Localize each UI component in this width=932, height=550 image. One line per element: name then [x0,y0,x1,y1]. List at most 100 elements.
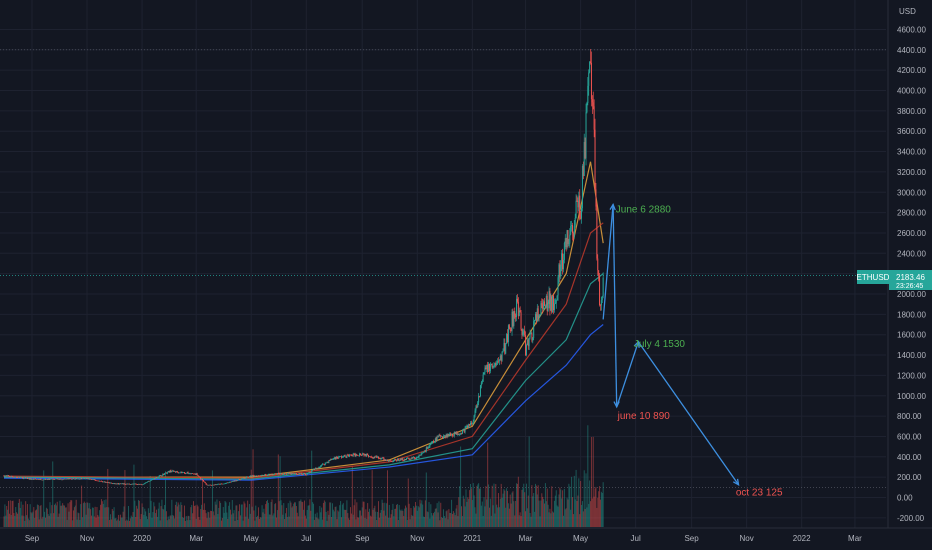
volume-bar [42,516,44,527]
volume-bar [151,517,153,527]
projection-annotation: June 6 2880 [616,205,671,216]
candle-body [497,360,499,364]
candle-body [440,435,442,437]
volume-bar [144,508,146,527]
candle-body [292,473,294,474]
volume-bar [486,499,488,527]
candle-body [329,460,331,461]
candle-body [207,484,209,486]
volume-bar [574,499,576,527]
volume-bar [518,515,520,527]
symbol-price-badge: ETHUSD 2183.46 23:26:45 [857,270,932,290]
volume-bar [283,503,285,527]
volume-bar [280,500,282,527]
candle-body [551,296,553,313]
candle-body [520,312,522,330]
candle-body [176,471,178,472]
volume-bar [186,520,188,527]
volume-bar [192,513,194,527]
volume-bar [414,502,416,527]
candle-body [267,474,269,476]
volume-bar [550,513,552,527]
volume-bar [263,508,265,527]
volume-bar [309,499,311,527]
volume-bar [72,520,74,527]
candle-body [184,473,186,474]
volume-bar [577,495,579,527]
candle-body [415,457,417,459]
volume-bar [460,506,462,527]
candle-body [75,478,77,480]
volume-bar [461,515,463,527]
volume-bar [123,506,125,527]
volume-bar [374,505,376,527]
candle-body [527,339,529,347]
volume-bar [482,515,484,527]
candle-body [46,479,48,480]
volume-bar [222,507,224,527]
volume-bar [221,518,223,527]
volume-bar [572,514,574,527]
candle-body [33,478,35,480]
candle-body [346,454,348,458]
volume-bars [3,425,604,527]
volume-bar [91,507,93,527]
candle-body [245,477,247,479]
candle-body [43,479,45,481]
volume-bar [454,515,456,527]
volume-bar [17,502,19,527]
volume-bar [198,516,200,527]
currency-label: USD [899,7,916,16]
candle-body [365,453,367,456]
volume-bar [20,501,22,527]
candle-body [350,454,352,456]
volume-bar [322,502,324,527]
candle-body [507,325,509,343]
volume-bar [539,516,541,527]
candle-body [123,483,125,485]
candle-body [318,467,320,469]
candle-body [125,484,127,485]
candle-body [586,103,588,113]
candle-body [358,455,360,457]
candle-body [563,242,565,260]
candle-body [526,339,528,346]
candle-body [181,472,183,473]
volume-bar [266,499,268,527]
candle-body [282,474,284,476]
candle-body [502,351,504,352]
candle-body [536,308,538,321]
volume-bar [270,502,272,527]
volume-bar [58,513,60,527]
volume-bar [386,503,388,527]
candle-body [119,483,121,485]
volume-bar [250,469,252,527]
volume-bar [195,518,197,527]
candle-body [532,338,534,341]
time-axis[interactable]: Sep Nov 2020 Mar May Jul Sep Nov 2021 Mar May Jul Se… [25,534,862,543]
volume-bar [330,502,332,527]
volume-bar [296,512,298,527]
volume-bar [203,503,205,527]
volume-bar [449,512,451,527]
candle-body [95,480,97,482]
candle-body [581,208,583,219]
candle-body [26,477,28,479]
candle-body [425,447,427,452]
volume-bar [532,496,534,527]
candle-body [541,303,543,305]
candle-body [131,483,133,485]
volume-bar [512,491,514,527]
volume-bar [189,520,191,527]
candle-body [419,455,421,456]
candle-body [202,480,204,482]
candle-body [340,456,342,458]
volume-bar [466,501,468,527]
volume-bar [273,513,275,527]
candle-body [89,479,91,480]
volume-bar [53,513,55,527]
candle-body [177,471,179,473]
price-axis[interactable]: -200.00 0.00 200.00 400.00 600.00 800.00 1000.… [897,25,926,522]
candle-body [187,472,189,474]
